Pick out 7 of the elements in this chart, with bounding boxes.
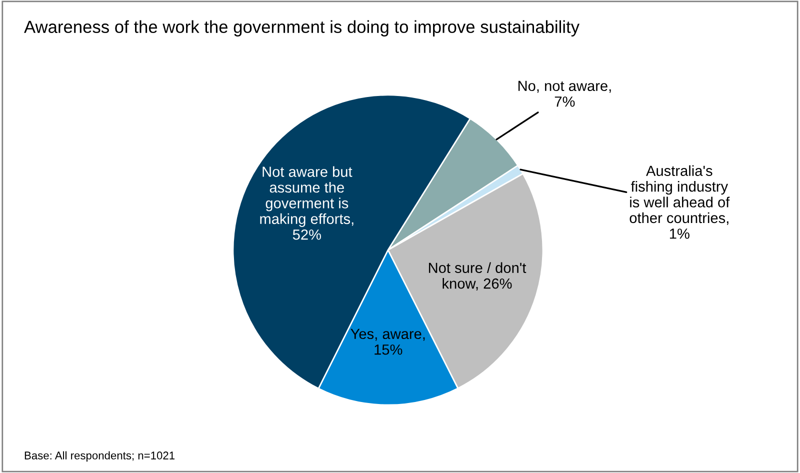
chart-title: Awareness of the work the government is doing to improve sustainability [24,20,580,36]
slice-label: Not aware but assume the goverment is making efforts, 52% [260,166,354,240]
slice-label: No, not aware, 7% [518,80,611,107]
slice-label: Australia's fishing industry is well ahead of other countries, 1% [630,165,730,239]
text: Base: All respondents; n=1021 [24,451,174,462]
slice-label: Not sure / don't know, 26% [428,262,526,290]
slice-label: Yes, aware, 15% [350,328,425,355]
